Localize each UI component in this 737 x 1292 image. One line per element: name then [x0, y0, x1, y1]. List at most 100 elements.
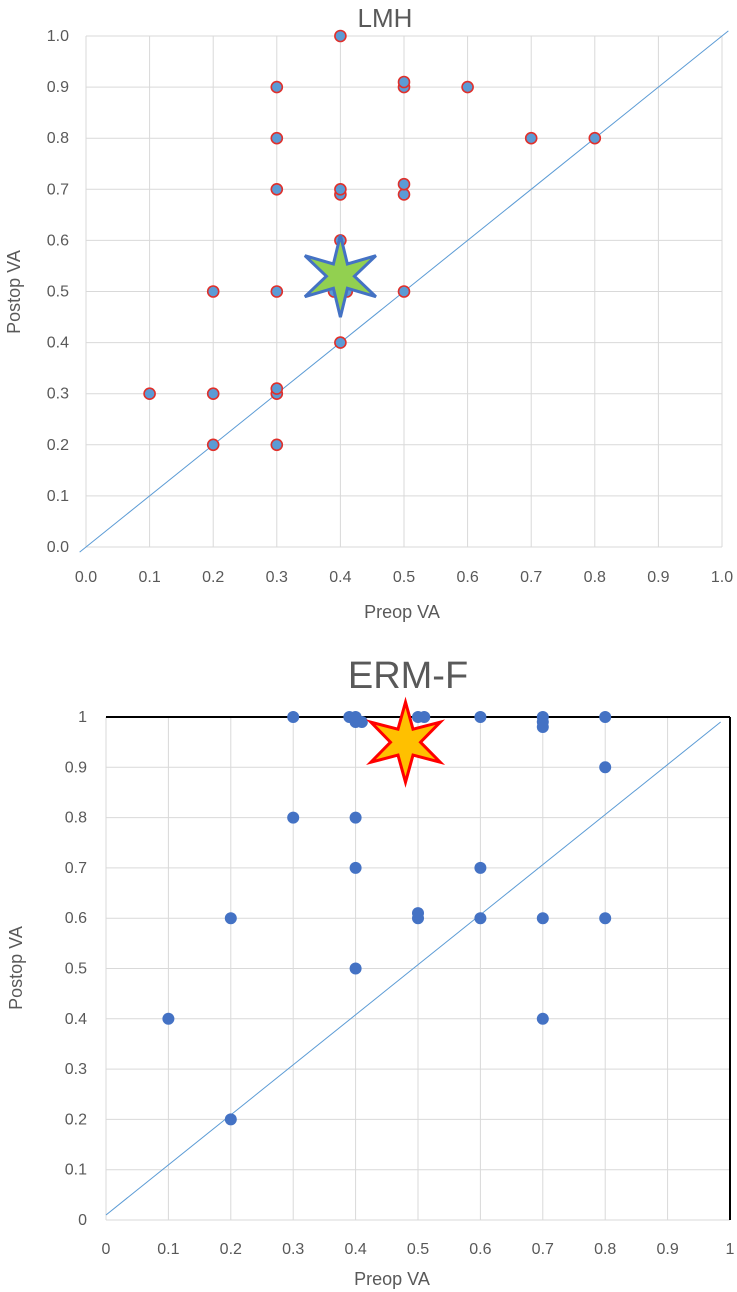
ermf-data-point [536, 1012, 549, 1025]
ermf-y-tick-label: 0.4 [65, 1011, 87, 1028]
ermf-x-axis-label: Preop VA [354, 1269, 430, 1289]
lmh-data-point [397, 177, 411, 191]
lmh-data-point [270, 131, 284, 145]
lmh-highlight [303, 234, 377, 318]
lmh-chart: LMH Preop VA Postop VA 0.0 0.1 0.2 0.3 0.4 0.… [4, 3, 733, 622]
ermf-x-tick-label: 0.2 [220, 1241, 242, 1258]
lmh-x-tick-label: 0.2 [202, 569, 224, 586]
ermf-x-tick-label: 0.7 [532, 1241, 554, 1258]
ermf-y-tick-label: 0.1 [65, 1162, 87, 1179]
lmh-chart-title: LMH [358, 3, 413, 33]
ermf-chart: ERM-F Preop VA Postop VA 0 0.1 0.2 0.3 0.4 0.… [6, 655, 735, 1289]
lmh-y-tick-label: 0.0 [47, 539, 69, 556]
ermf-data-point [599, 711, 612, 723]
ermf-x-tick-label: 0.6 [469, 1241, 491, 1258]
lmh-y-tick-label: 0.9 [47, 79, 69, 96]
lmh-y-axis-label: Postop VA [4, 250, 24, 334]
ermf-data-point [599, 761, 612, 774]
ermf-data-point [349, 962, 362, 975]
ermf-reference-line-group [105, 721, 721, 1216]
ermf-x-tick-label: 0.9 [656, 1241, 678, 1258]
lmh-y-tick-label: 1.0 [47, 28, 69, 45]
lmh-y-tick-label: 0.8 [47, 130, 69, 147]
lmh-data-point [524, 131, 538, 145]
lmh-highlight-star [303, 234, 377, 318]
ermf-highlight-star [366, 696, 446, 788]
ermf-highlight [366, 696, 446, 788]
ermf-y-axis-label: Postop VA [6, 926, 26, 1010]
lmh-data-point [588, 131, 602, 145]
ermf-y-tick-label: 0.9 [65, 759, 87, 776]
ermf-data-point [474, 912, 487, 925]
lmh-data-point [334, 336, 347, 349]
lmh-data-point [397, 75, 411, 89]
lmh-data-point [270, 183, 284, 196]
ermf-x-tick-label: 0.4 [344, 1241, 366, 1258]
ermf-data-point [349, 811, 362, 824]
lmh-data-point [206, 285, 220, 298]
ermf-x-tick-label: 1 [726, 1241, 735, 1258]
lmh-data-point [270, 438, 284, 452]
lmh-y-tick-label: 0.1 [47, 488, 69, 505]
lmh-x-tick-label: 0.3 [266, 569, 288, 586]
ermf-data-point [355, 716, 368, 729]
lmh-data-point [270, 382, 284, 395]
lmh-y-tick-label: 0.2 [47, 437, 69, 454]
ermf-data-point [418, 711, 431, 723]
lmh-y-tick-label: 0.5 [47, 284, 69, 301]
lmh-y-tick-label: 0.3 [47, 386, 69, 403]
lmh-data-point [461, 80, 474, 94]
ermf-x-tick-label: 0.8 [594, 1241, 616, 1258]
lmh-x-tick-label: 0.6 [456, 569, 478, 586]
lmh-y-tick-label: 0.4 [47, 335, 69, 352]
lmh-grid [85, 35, 723, 548]
ermf-data-point [599, 912, 612, 925]
lmh-data-point [397, 285, 411, 298]
ermf-y-tick-label: 1 [78, 709, 87, 726]
lmh-data-point [143, 387, 156, 401]
ermf-data-point [412, 907, 424, 920]
lmh-data-point [334, 29, 347, 43]
ermf-reference-line [105, 721, 721, 1216]
ermf-x-tick-label: 0.5 [407, 1241, 429, 1258]
ermf-data-point [474, 861, 487, 874]
lmh-x-tick-label: 0.0 [75, 569, 97, 586]
ermf-y-tick-label: 0.6 [65, 910, 87, 927]
lmh-x-tick-label: 0.8 [584, 569, 606, 586]
ermf-data-point [224, 1113, 237, 1126]
ermf-data-point [536, 912, 549, 925]
lmh-data-point [206, 387, 220, 401]
ermf-y-tick-label: 0.2 [65, 1111, 87, 1128]
lmh-x-axis-label: Preop VA [364, 602, 440, 622]
lmh-x-tick-label: 0.5 [393, 569, 415, 586]
lmh-x-tick-label: 1.0 [711, 569, 733, 586]
ermf-data-point [162, 1012, 175, 1025]
lmh-y-tick-label: 0.7 [47, 181, 69, 198]
ermf-x-tick-label: 0.1 [157, 1241, 179, 1258]
ermf-data-point [224, 912, 237, 925]
lmh-x-tick-label: 0.9 [647, 569, 669, 586]
ermf-grid [105, 716, 731, 1221]
ermf-y-tick-label: 0 [78, 1212, 87, 1229]
ermf-x-tick-label: 0.3 [282, 1241, 304, 1258]
ermf-data-point [287, 711, 300, 723]
lmh-y-tick-label: 0.6 [47, 232, 69, 249]
ermf-y-tick-label: 0.8 [65, 810, 87, 827]
lmh-x-tick-label: 0.7 [520, 569, 542, 586]
ermf-data-point [536, 711, 549, 723]
ermf-data-point [287, 811, 300, 824]
ermf-y-tick-label: 0.5 [65, 961, 87, 978]
ermf-y-tick-label: 0.3 [65, 1061, 87, 1078]
lmh-x-tick-label: 0.4 [329, 569, 351, 586]
lmh-data-point [397, 188, 411, 201]
ermf-y-tick-label: 0.7 [65, 860, 87, 877]
ermf-ticks: 0 0.1 0.2 0.3 0.4 0.5 0.6 0.7 0.8 0.9 1 0 0.1 0.2 0.3 0… [65, 709, 735, 1258]
ermf-x-tick-label: 0 [102, 1241, 111, 1258]
ermf-points [162, 711, 612, 1126]
lmh-data-point [206, 438, 220, 452]
ermf-chart-title: ERM-F [348, 655, 468, 697]
ermf-data-point [349, 861, 362, 874]
lmh-x-tick-label: 0.1 [138, 569, 160, 586]
ermf-data-point [474, 711, 487, 723]
